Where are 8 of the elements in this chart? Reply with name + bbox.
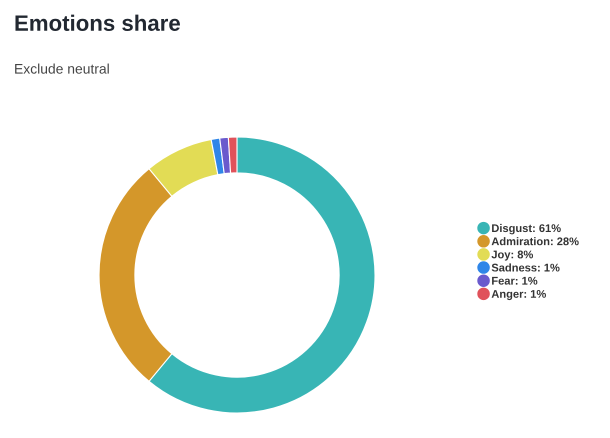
chart-title: Emotions share: [15, 14, 180, 31]
legend-label: Anger: 1%: [492, 290, 546, 300]
legend-label: Admiration: 28%: [492, 237, 579, 246]
legend-label: Joy: 8%: [492, 250, 534, 261]
text: Exclude neutral: [15, 64, 109, 74]
legend-label: Fear: 1%: [492, 276, 538, 285]
legend-label: Disgust: 61%: [492, 224, 561, 234]
legend-label: Sadness: 1%: [492, 263, 560, 272]
